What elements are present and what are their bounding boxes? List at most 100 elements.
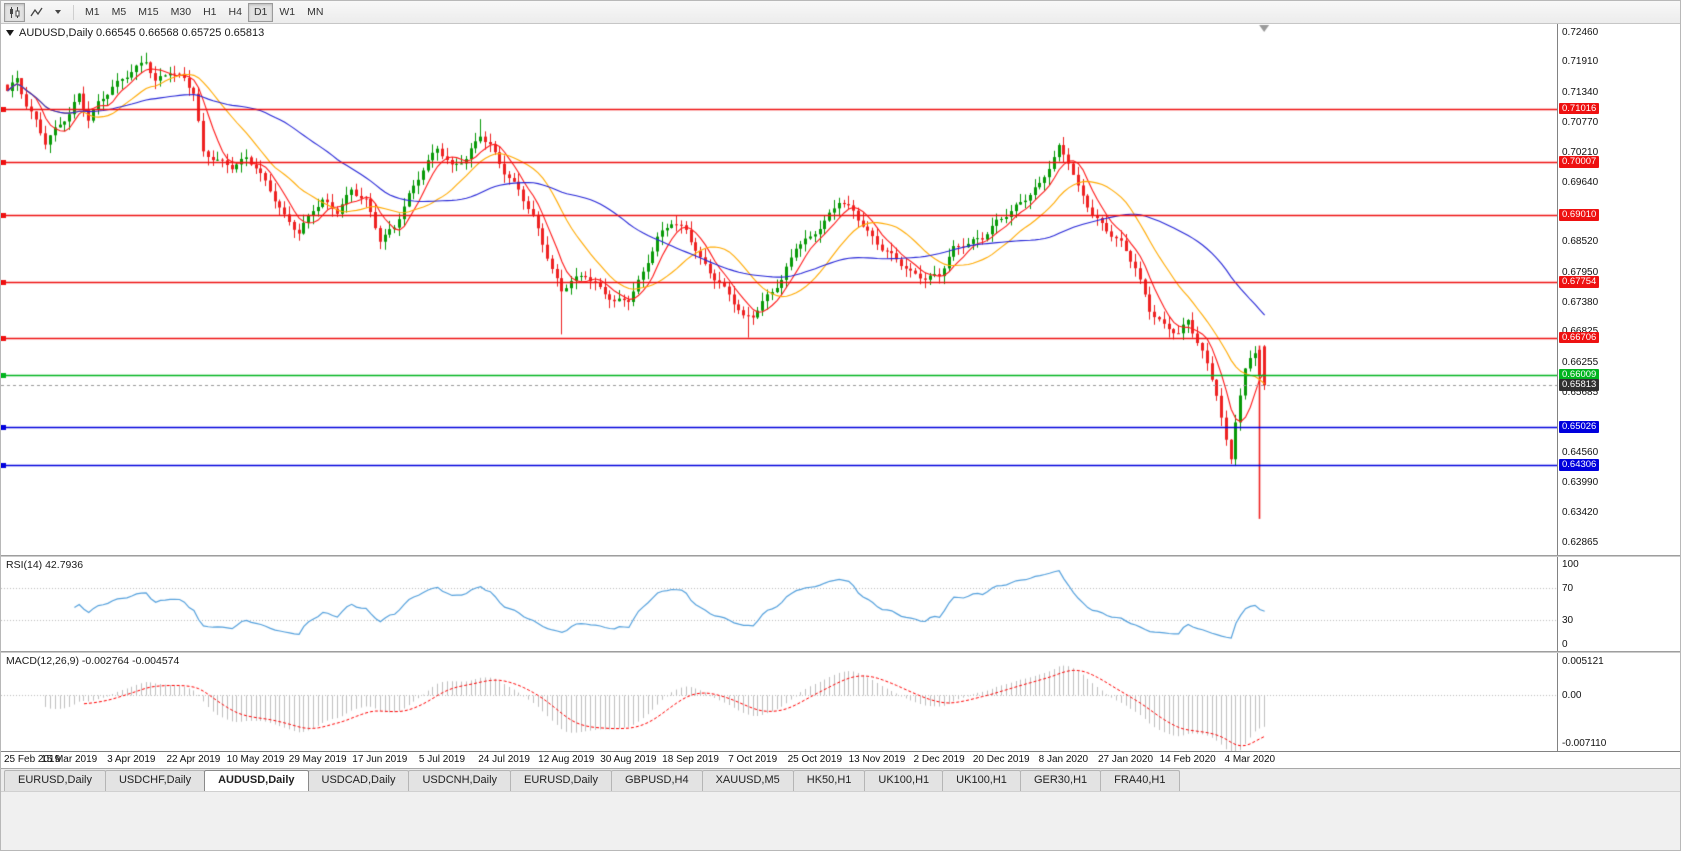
price-level-badge: 0.69010 xyxy=(1559,209,1600,221)
macd-axis[interactable]: 0.005121 0.00 -0.007110 xyxy=(1557,653,1680,751)
price-axis[interactable]: 0.72460 0.71910 0.71340 0.70770 0.70210 0.696… xyxy=(1557,24,1680,555)
time-axis-label: 22 Apr 2019 xyxy=(166,754,221,765)
rsi-canvas[interactable] xyxy=(1,557,1557,651)
price-level-badge: 0.67754 xyxy=(1559,276,1600,288)
panel-splitter-2[interactable] xyxy=(1,651,1680,653)
current-price-badge: 0.65813 xyxy=(1559,379,1600,391)
macd-tick: 0.005121 xyxy=(1562,656,1604,667)
main-chart-panel: AUDUSD,Daily 0.66545 0.66568 0.65725 0.6… xyxy=(1,24,1680,555)
rsi-label: RSI(14) 42.7936 xyxy=(6,559,84,571)
time-axis-label: 13 Nov 2019 xyxy=(848,754,906,765)
timeframe-button-mn[interactable]: MN xyxy=(307,6,324,18)
price-chart-canvas[interactable] xyxy=(1,24,1557,555)
time-axis-label: 30 Aug 2019 xyxy=(600,754,657,765)
chart-tab-ger30-h1[interactable]: GER30,H1 xyxy=(1019,770,1102,791)
rsi-tick: 100 xyxy=(1562,559,1579,570)
chart-tab-usdcnh-daily[interactable]: USDCNH,Daily xyxy=(408,770,512,791)
timeframe-button-m5[interactable]: M5 xyxy=(111,6,127,18)
price-tick: 0.69640 xyxy=(1562,176,1599,188)
macd-panel: MACD(12,26,9) -0.002764 -0.004574 0.0051… xyxy=(1,653,1680,751)
macd-tick: 0.00 xyxy=(1562,690,1582,702)
macd-canvas[interactable] xyxy=(1,653,1557,751)
macd-tick: -0.007110 xyxy=(1562,738,1607,749)
price-level-badge: 0.70007 xyxy=(1559,156,1600,168)
chart-tab-gbpusd-h4[interactable]: GBPUSD,H4 xyxy=(611,770,703,791)
timeframe-button-h4[interactable]: H4 xyxy=(228,6,242,18)
chart-tab-fra40-h1[interactable]: FRA40,H1 xyxy=(1100,770,1180,791)
time-axis-label: 10 May 2019 xyxy=(226,754,285,765)
toolbar-separator xyxy=(73,4,74,20)
rsi-axis[interactable]: 100 70 30 0 xyxy=(1557,557,1680,651)
time-axis-label: 3 Apr 2019 xyxy=(107,754,156,765)
price-level-badge: 0.71016 xyxy=(1559,102,1600,115)
symbol-dropdown-icon[interactable] xyxy=(6,30,14,36)
timeframe-button-d1[interactable]: D1 xyxy=(247,2,274,22)
timeframe-button-m15[interactable]: M15 xyxy=(138,6,159,18)
macd-label: MACD(12,26,9) -0.002764 -0.004574 xyxy=(6,655,180,667)
price-tick: 0.72460 xyxy=(1562,26,1599,38)
time-axis-label: 20 Dec 2019 xyxy=(972,754,1030,765)
chart-tab-usdcad-daily[interactable]: USDCAD,Daily xyxy=(307,770,410,791)
chart-tab-audusd-daily[interactable]: AUDUSD,Daily xyxy=(204,770,309,791)
time-axis-label: 7 Oct 2019 xyxy=(728,754,778,765)
chart-toolbar: M1 M5 M15 M30 H1 H4 D1 W1 MN xyxy=(1,1,1680,24)
candlestick-icon xyxy=(10,6,20,18)
time-axis-label: 15 Mar 2019 xyxy=(41,754,98,765)
chevron-down-icon xyxy=(55,10,61,14)
chart-type-button[interactable] xyxy=(4,2,25,22)
chart-title: AUDUSD,Daily 0.66545 0.66568 0.65725 0.6… xyxy=(6,27,264,39)
price-tick: 0.63420 xyxy=(1562,507,1599,519)
time-axis-label: 17 Jun 2019 xyxy=(352,754,408,765)
rsi-tick: 70 xyxy=(1562,583,1574,594)
time-axis-label: 24 Jul 2019 xyxy=(478,754,530,765)
price-tick: 0.70210 xyxy=(1562,146,1599,158)
price-tick: 0.64560 xyxy=(1562,446,1599,458)
objects-button[interactable] xyxy=(26,3,47,22)
time-axis-label: 2 Dec 2019 xyxy=(913,754,965,765)
price-tick: 0.70770 xyxy=(1562,116,1599,128)
time-axis-label: 18 Sep 2019 xyxy=(662,754,719,765)
price-tick: 0.68520 xyxy=(1562,236,1599,248)
chart-tab-bar: EURUSD,Daily USDCHF,Daily AUDUSD,Daily USDC… xyxy=(1,768,1680,791)
time-axis-label: 25 Feb 2019 xyxy=(4,754,61,765)
time-axis-label: 5 Jul 2019 xyxy=(418,754,466,765)
price-level-badge: 0.65026 xyxy=(1559,421,1600,433)
rsi-tick: 0 xyxy=(1562,639,1568,650)
price-tick: 0.71340 xyxy=(1562,86,1599,98)
chart-tab-xauusd-m5[interactable]: XAUUSD,M5 xyxy=(701,770,794,791)
time-axis-label: 29 May 2019 xyxy=(288,754,347,765)
chart-tab-eurusd-daily[interactable]: EURUSD,Daily xyxy=(4,770,106,791)
rsi-panel: RSI(14) 42.7936 100 70 30 0 xyxy=(1,557,1680,651)
time-axis-label: 4 Mar 2020 xyxy=(1224,754,1276,765)
price-tick: 0.62865 xyxy=(1562,536,1599,548)
timeframe-button-w1[interactable]: W1 xyxy=(279,6,296,18)
timeframe-button-m30[interactable]: M30 xyxy=(170,6,192,18)
price-tick: 0.67950 xyxy=(1562,266,1599,278)
time-axis-label: 27 Jan 2020 xyxy=(1097,754,1154,765)
price-level-badge: 0.66706 xyxy=(1559,331,1600,344)
time-axis-label: 25 Oct 2019 xyxy=(787,754,843,765)
price-tick: 0.65685 xyxy=(1562,387,1599,399)
chart-tab-uk100-h1[interactable]: UK100,H1 xyxy=(864,770,944,791)
price-tick: 0.63990 xyxy=(1562,477,1599,489)
chart-tab-eurusd-daily[interactable]: EURUSD,Daily xyxy=(510,770,612,791)
chart-tab-uk100-h1[interactable]: UK100,H1 xyxy=(942,770,1021,791)
timeframe-button-m1[interactable]: M1 xyxy=(85,6,100,18)
chart-title-text: AUDUSD,Daily 0.66545 0.66568 0.65725 0.6… xyxy=(19,27,265,39)
chart-tab-hk50-h1[interactable]: HK50,H1 xyxy=(792,770,866,791)
time-axis-label: 12 Aug 2019 xyxy=(538,754,595,765)
price-tick: 0.71910 xyxy=(1562,56,1599,68)
chart-tab-usdchf-daily[interactable]: USDCHF,Daily xyxy=(104,770,206,791)
panel-splitter-1[interactable] xyxy=(1,555,1680,557)
price-tick: 0.67380 xyxy=(1562,296,1599,308)
timeframe-group: M1 M5 M15 M30 H1 H4 D1 W1 MN xyxy=(79,2,329,22)
rsi-tick: 30 xyxy=(1562,615,1574,626)
price-level-badge: 0.64306 xyxy=(1559,459,1600,471)
price-tick: 0.66255 xyxy=(1562,356,1599,368)
trendline-icon xyxy=(30,7,43,16)
timeframe-button-h1[interactable]: H1 xyxy=(203,6,217,18)
time-axis[interactable]: 25 Feb 2019 15 Mar 2019 3 Apr 2019 22 Apr 2… xyxy=(1,751,1680,768)
timeframes-dropdown-button[interactable] xyxy=(48,3,68,22)
window-bottom-area xyxy=(1,791,1680,850)
